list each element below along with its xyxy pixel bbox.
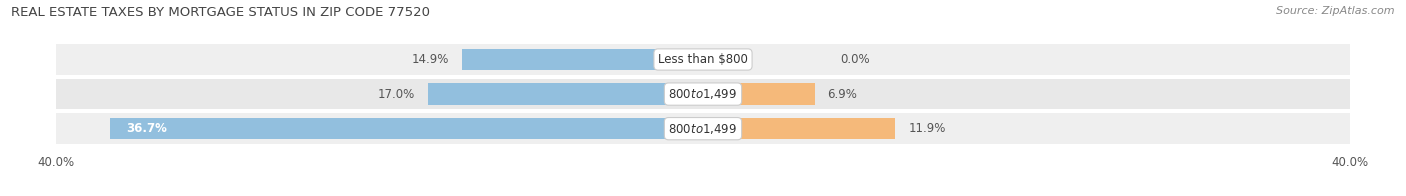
Text: 6.9%: 6.9%: [828, 88, 858, 101]
Bar: [56, 44, 1350, 75]
Bar: [703, 83, 814, 105]
Text: 0.0%: 0.0%: [841, 53, 870, 66]
Text: 14.9%: 14.9%: [412, 53, 449, 66]
Text: Source: ZipAtlas.com: Source: ZipAtlas.com: [1277, 6, 1395, 16]
Bar: [56, 113, 1350, 144]
Bar: [429, 83, 703, 105]
Text: $800 to $1,499: $800 to $1,499: [668, 122, 738, 136]
Text: 36.7%: 36.7%: [125, 122, 167, 135]
Bar: [463, 49, 703, 70]
Text: REAL ESTATE TAXES BY MORTGAGE STATUS IN ZIP CODE 77520: REAL ESTATE TAXES BY MORTGAGE STATUS IN …: [11, 6, 430, 19]
Text: 17.0%: 17.0%: [378, 88, 415, 101]
Text: $800 to $1,499: $800 to $1,499: [668, 87, 738, 101]
Text: Less than $800: Less than $800: [658, 53, 748, 66]
Bar: [703, 118, 896, 139]
Text: 11.9%: 11.9%: [908, 122, 946, 135]
Bar: [110, 118, 703, 139]
Bar: [56, 79, 1350, 109]
